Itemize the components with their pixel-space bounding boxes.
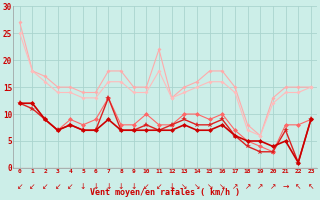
Text: ↓: ↓ — [80, 182, 86, 191]
Text: ↙: ↙ — [143, 182, 149, 191]
Text: ↙: ↙ — [67, 182, 74, 191]
Text: ↓: ↓ — [92, 182, 99, 191]
Text: ↗: ↗ — [244, 182, 251, 191]
Text: ↓: ↓ — [105, 182, 112, 191]
Text: ↘: ↘ — [219, 182, 226, 191]
Text: ↓: ↓ — [118, 182, 124, 191]
Text: ↙: ↙ — [42, 182, 48, 191]
X-axis label: Vent moyen/en rafales ( km/h ): Vent moyen/en rafales ( km/h ) — [90, 188, 240, 197]
Text: ↙: ↙ — [54, 182, 61, 191]
Text: ↙: ↙ — [29, 182, 36, 191]
Text: ↓: ↓ — [131, 182, 137, 191]
Text: ↗: ↗ — [257, 182, 263, 191]
Text: ↘: ↘ — [181, 182, 188, 191]
Text: ↙: ↙ — [17, 182, 23, 191]
Text: →: → — [282, 182, 289, 191]
Text: ↘: ↘ — [194, 182, 200, 191]
Text: ↖: ↖ — [295, 182, 301, 191]
Text: ↓: ↓ — [168, 182, 175, 191]
Text: ↖: ↖ — [308, 182, 314, 191]
Text: ↘: ↘ — [206, 182, 213, 191]
Text: ↗: ↗ — [270, 182, 276, 191]
Text: ↗: ↗ — [232, 182, 238, 191]
Text: ↙: ↙ — [156, 182, 162, 191]
